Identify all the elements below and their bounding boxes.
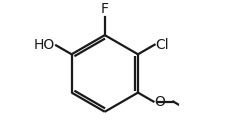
Text: F: F bbox=[100, 2, 108, 16]
Text: O: O bbox=[154, 95, 165, 109]
Text: HO: HO bbox=[34, 38, 55, 52]
Text: Cl: Cl bbox=[155, 38, 169, 52]
